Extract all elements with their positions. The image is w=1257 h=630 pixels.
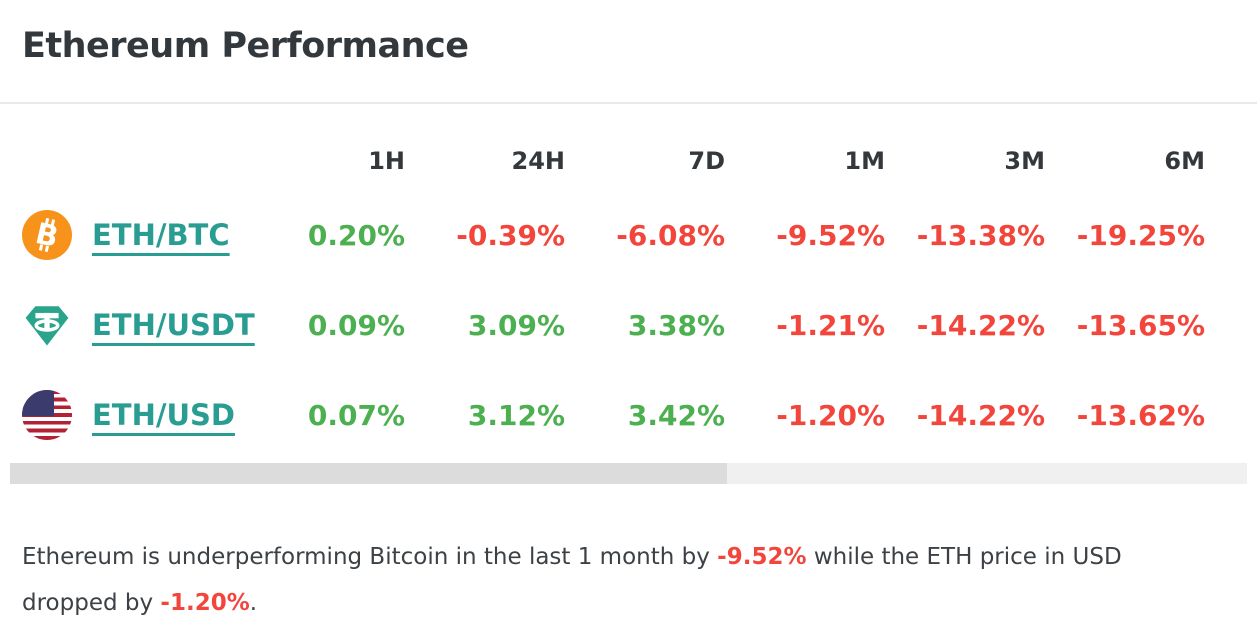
header-divider	[0, 102, 1257, 104]
perf-cell: 3.42%	[627, 398, 725, 432]
page-title: Ethereum Performance	[22, 26, 469, 66]
summary-usd-value: -1.20%	[160, 590, 250, 616]
horizontal-scrollbar-track[interactable]	[10, 463, 1247, 484]
perf-cell: 0.07%	[307, 398, 405, 432]
flag-canton	[22, 390, 54, 416]
perf-cell: -14.22%	[916, 308, 1045, 342]
perf-cell: -13.38%	[916, 218, 1045, 252]
perf-cell: 0.20%	[307, 218, 405, 252]
perf-cell: -19.25%	[1076, 218, 1205, 252]
pair-link-eth-usdt[interactable]: ETH/USDT	[92, 308, 255, 342]
perf-cell: 3.12%	[467, 398, 565, 432]
perf-cell: -0.39%	[456, 218, 565, 252]
perf-cell: 3.38%	[627, 308, 725, 342]
table-row-eth-btc: B ETH/BTC 0.20% -0.39% -	[22, 190, 1205, 280]
col-1m: 1M	[844, 147, 885, 175]
table-header-row: 1H 24H 7D 1M 3M 6M	[22, 132, 1205, 190]
performance-summary-text: Ethereum is underperforming Bitcoin in t…	[0, 484, 1215, 626]
performance-table-container: 1H 24H 7D 1M 3M 6M B	[0, 104, 1257, 460]
widget-header: Ethereum Performance	[0, 0, 1257, 66]
summary-1m-value: -9.52%	[717, 544, 807, 570]
perf-cell: -14.22%	[916, 398, 1045, 432]
perf-cell: -13.62%	[1076, 398, 1205, 432]
col-pair	[22, 132, 245, 190]
table-row-eth-usdt: ETH/USDT 0.09% 3.09% 3.38% -1.21% -14.22…	[22, 280, 1205, 370]
col-3m: 3M	[1004, 147, 1045, 175]
pair-link-eth-btc[interactable]: ETH/BTC	[92, 218, 230, 252]
summary-part2: while the ETH price in USD dropped by	[22, 544, 1122, 616]
table-row-eth-usd: ETH/USD 0.07% 3.12% 3.42% -1.20% -14.22%…	[22, 370, 1205, 460]
perf-cell: -1.21%	[776, 308, 885, 342]
col-7d: 7D	[688, 147, 725, 175]
pair-link-eth-usd[interactable]: ETH/USD	[92, 398, 235, 432]
col-24h: 24H	[511, 147, 565, 175]
col-1h: 1H	[368, 147, 405, 175]
perf-cell: -9.52%	[776, 218, 885, 252]
performance-table: 1H 24H 7D 1M 3M 6M B	[22, 132, 1205, 460]
perf-cell: -6.08%	[616, 218, 725, 252]
bitcoin-icon: B	[22, 210, 72, 260]
perf-cell: -13.65%	[1076, 308, 1205, 342]
summary-part3: .	[249, 590, 258, 616]
horizontal-scrollbar-thumb[interactable]	[10, 463, 728, 484]
tether-icon	[25, 306, 69, 346]
summary-part1: Ethereum is underperforming Bitcoin in t…	[22, 544, 718, 570]
perf-cell: -1.20%	[776, 398, 885, 432]
us-flag-icon	[22, 390, 72, 440]
perf-cell: 0.09%	[307, 308, 405, 342]
perf-cell: 3.09%	[467, 308, 565, 342]
col-6m: 6M	[1164, 147, 1205, 175]
